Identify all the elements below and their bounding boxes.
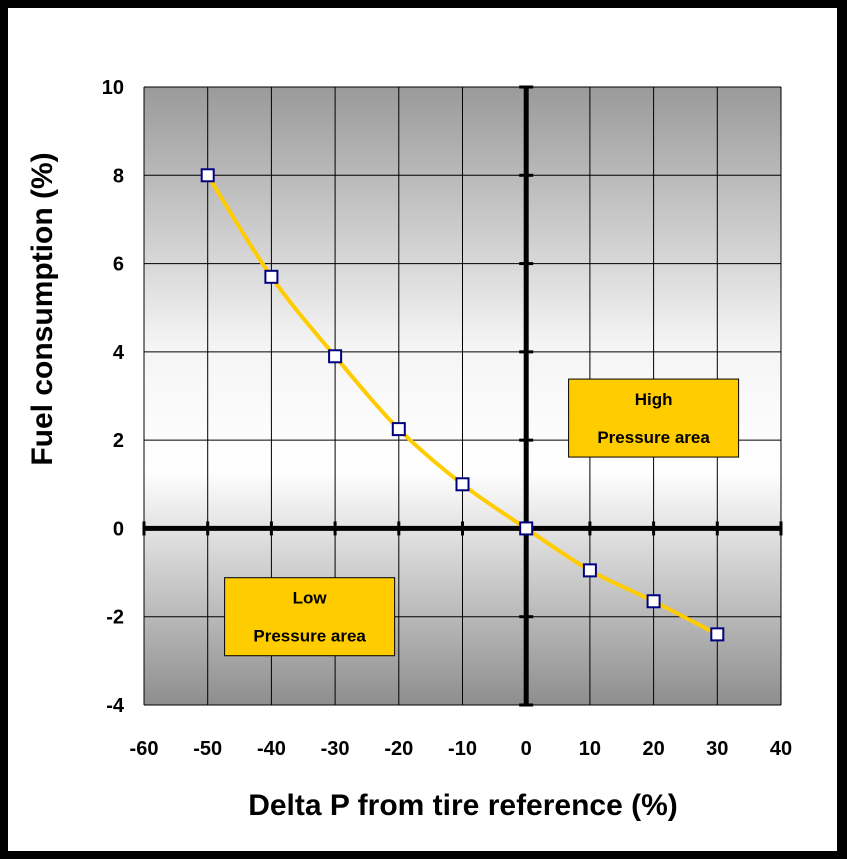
x-tick-label: 0 bbox=[521, 738, 532, 760]
data-point-marker bbox=[710, 627, 725, 642]
annotation-label: Low bbox=[293, 589, 328, 608]
annotation-label: Pressure area bbox=[597, 428, 710, 447]
data-point-marker bbox=[519, 521, 534, 536]
y-tick-label: 0 bbox=[113, 518, 124, 540]
data-point-marker bbox=[582, 563, 597, 578]
data-point-marker bbox=[391, 422, 406, 437]
x-tick-label: -60 bbox=[130, 738, 159, 760]
data-point-marker bbox=[455, 477, 470, 492]
y-tick-label: 8 bbox=[113, 165, 124, 187]
x-tick-label: 10 bbox=[579, 738, 601, 760]
x-tick-label: -10 bbox=[448, 738, 477, 760]
series-line bbox=[206, 174, 719, 637]
y-tick-label: -4 bbox=[106, 695, 125, 717]
x-tick-label: -50 bbox=[193, 738, 222, 760]
x-axis-title: Delta P from tire reference (%) bbox=[248, 789, 678, 822]
data-series bbox=[200, 168, 725, 642]
y-tick-label: 4 bbox=[113, 342, 125, 364]
x-tick-label: -20 bbox=[384, 738, 413, 760]
chart-frame: -60 -50 -40 -30 -20 -10 0 10 20 30 40 -4 -2 0 2 4 6 8 10 H… bbox=[8, 8, 837, 851]
x-tick-label: -30 bbox=[321, 738, 350, 760]
data-point-marker bbox=[200, 168, 215, 183]
low-pressure-box bbox=[224, 577, 396, 657]
annotation-label: Pressure area bbox=[253, 627, 366, 646]
data-point-marker bbox=[328, 349, 343, 364]
annotations: High Pressure area Low Pressure area bbox=[224, 378, 740, 657]
data-point-marker bbox=[264, 269, 279, 284]
y-tick-label: -2 bbox=[106, 607, 124, 629]
x-tick-label: 20 bbox=[642, 738, 664, 760]
y-tick-label: 10 bbox=[102, 77, 124, 99]
y-axis-title: Fuel consumption (%) bbox=[26, 152, 59, 465]
x-tick-label: -40 bbox=[257, 738, 286, 760]
annotation-label: High bbox=[635, 390, 673, 409]
y-tick-label: 2 bbox=[113, 430, 124, 452]
high-pressure-box bbox=[568, 378, 740, 458]
data-point-marker bbox=[646, 594, 661, 609]
x-tick-label: 30 bbox=[706, 738, 728, 760]
x-tick-label: 40 bbox=[770, 738, 792, 760]
y-tick-label: 6 bbox=[113, 254, 124, 276]
